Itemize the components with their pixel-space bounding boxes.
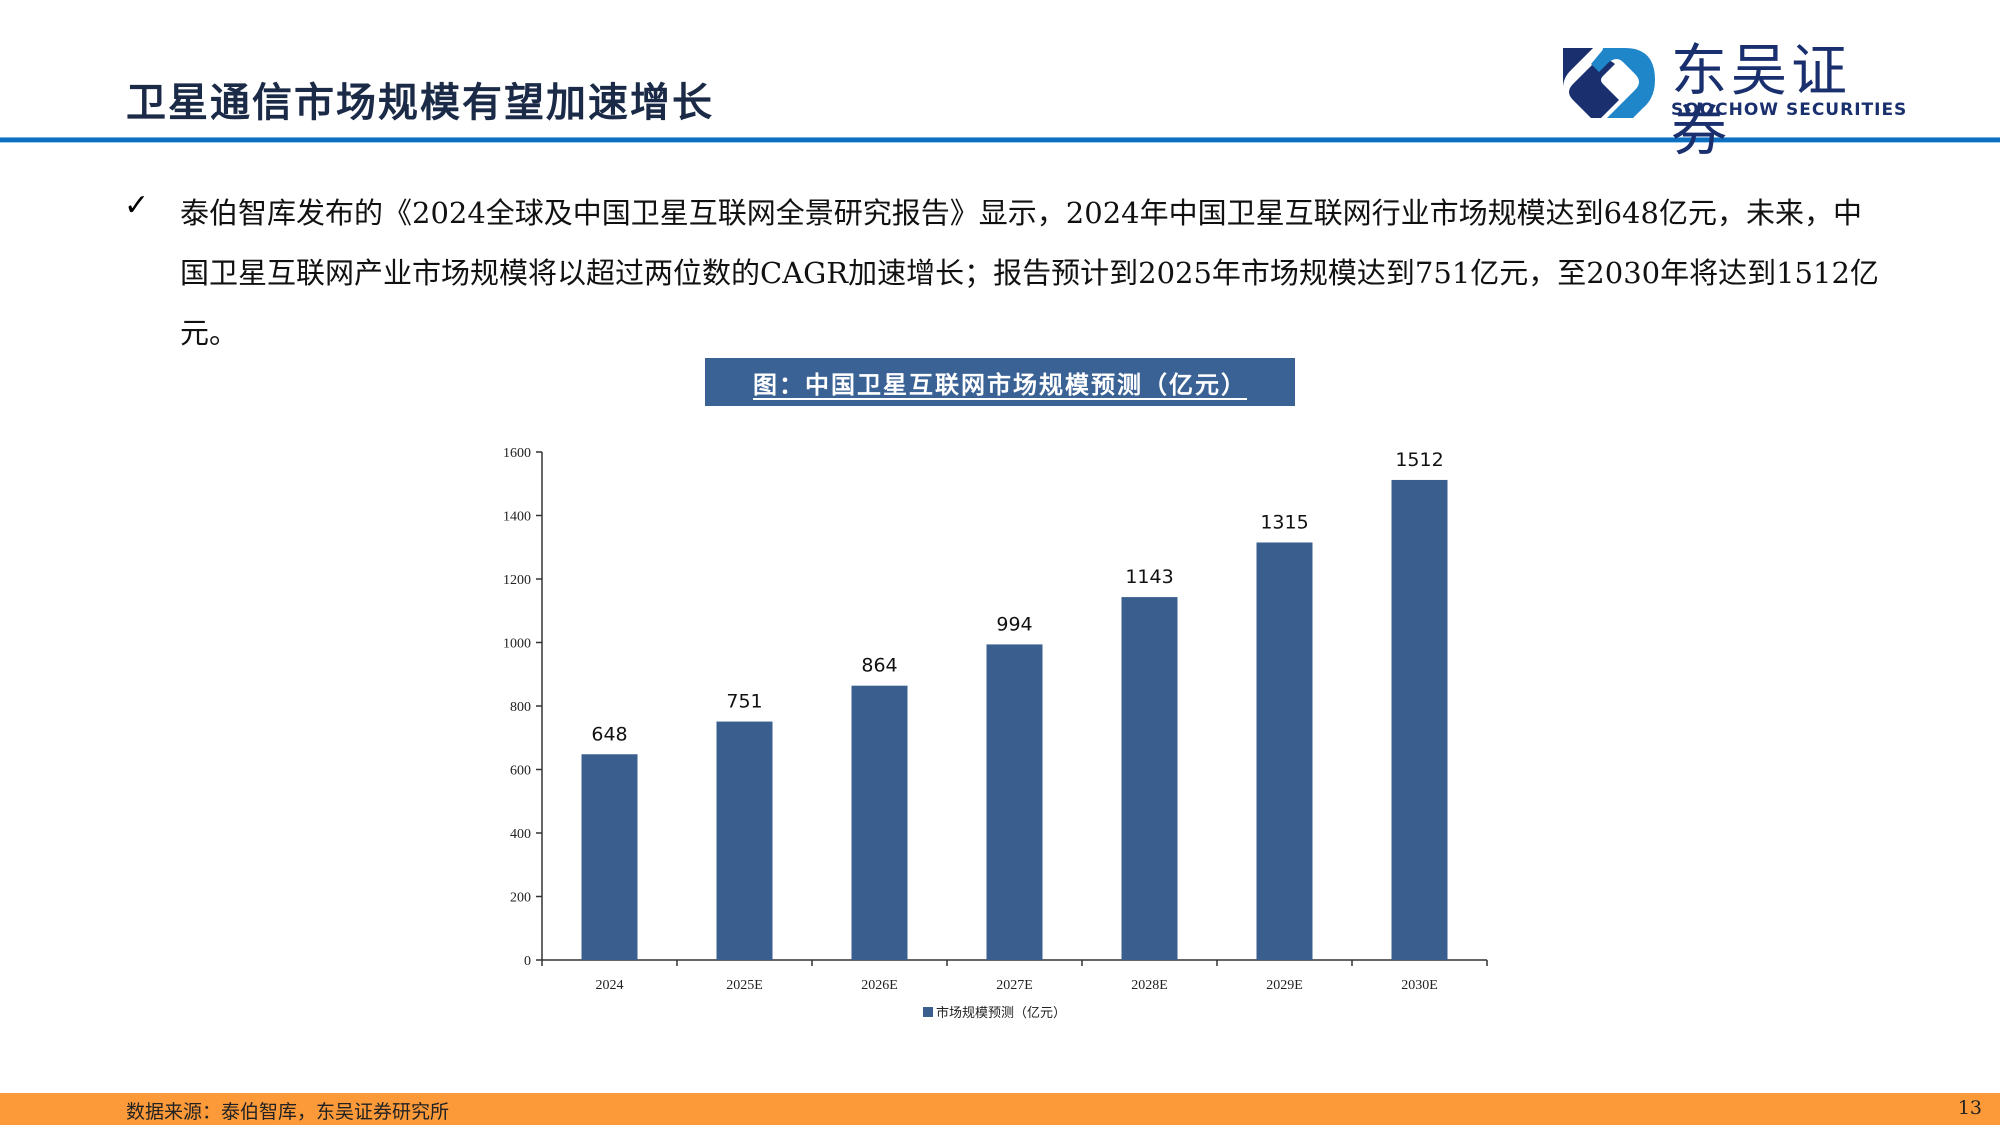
y-tick-label: 1200 bbox=[503, 573, 531, 588]
logo-chinese-name: 东吴证券 bbox=[1671, 39, 1851, 164]
y-tick-label: 800 bbox=[510, 700, 531, 715]
data-label: 648 bbox=[591, 723, 627, 745]
bar bbox=[986, 644, 1043, 960]
data-label: 751 bbox=[726, 691, 762, 713]
x-tick-label: 2025E bbox=[726, 978, 763, 993]
x-tick-label: 2028E bbox=[1131, 978, 1168, 993]
y-tick-label: 1000 bbox=[503, 637, 531, 652]
soochow-logo-icon bbox=[1563, 48, 1655, 118]
y-tick-label: 0 bbox=[524, 954, 531, 969]
header-rule bbox=[0, 137, 2000, 143]
x-tick-label: 2024 bbox=[596, 978, 624, 993]
bar bbox=[1121, 597, 1178, 960]
data-label: 864 bbox=[861, 655, 897, 677]
page-title: 卫星通信市场规模有望加速增长 bbox=[126, 79, 714, 126]
bar bbox=[581, 754, 638, 960]
page-number: 13 bbox=[1957, 1097, 1982, 1119]
summary-paragraph: 泰伯智库发布的《2024全球及中国卫星互联网全景研究报告》显示，2024年中国卫… bbox=[180, 196, 1879, 350]
x-tick-label: 2027E bbox=[996, 978, 1033, 993]
bar bbox=[1256, 542, 1313, 960]
bar bbox=[851, 685, 908, 960]
y-tick-label: 600 bbox=[510, 764, 531, 779]
legend-swatch bbox=[923, 1007, 933, 1017]
figure-title-text: 图：中国卫星互联网市场规模预测（亿元） bbox=[753, 369, 1247, 399]
figure-title: 图：中国卫星互联网市场规模预测（亿元） bbox=[705, 358, 1295, 406]
data-source: 数据来源：泰伯智库，东吴证券研究所 bbox=[126, 1101, 450, 1123]
data-label: 994 bbox=[996, 613, 1032, 635]
logo-english-name: SOOCHOW SECURITIES bbox=[1671, 100, 1908, 120]
y-tick-label: 1600 bbox=[503, 446, 531, 461]
data-label: 1512 bbox=[1395, 449, 1443, 471]
data-label: 1143 bbox=[1125, 566, 1173, 588]
x-tick-label: 2030E bbox=[1401, 978, 1438, 993]
logo: 东吴证券 SOOCHOW SECURITIES bbox=[1563, 42, 1906, 162]
checkmark-icon: ✓ bbox=[124, 188, 150, 223]
x-tick-label: 2026E bbox=[861, 978, 898, 993]
x-tick-label: 2029E bbox=[1266, 978, 1303, 993]
bar bbox=[716, 721, 773, 960]
y-tick-label: 400 bbox=[510, 827, 531, 842]
bar bbox=[1391, 479, 1448, 960]
y-tick-label: 200 bbox=[510, 891, 531, 906]
footer: 数据来源：泰伯智库，东吴证券研究所 13 bbox=[0, 1093, 2000, 1125]
data-label: 1315 bbox=[1260, 511, 1308, 533]
y-tick-label: 1400 bbox=[503, 510, 531, 525]
legend-label: 市场规模预测（亿元） bbox=[936, 1005, 1066, 1021]
